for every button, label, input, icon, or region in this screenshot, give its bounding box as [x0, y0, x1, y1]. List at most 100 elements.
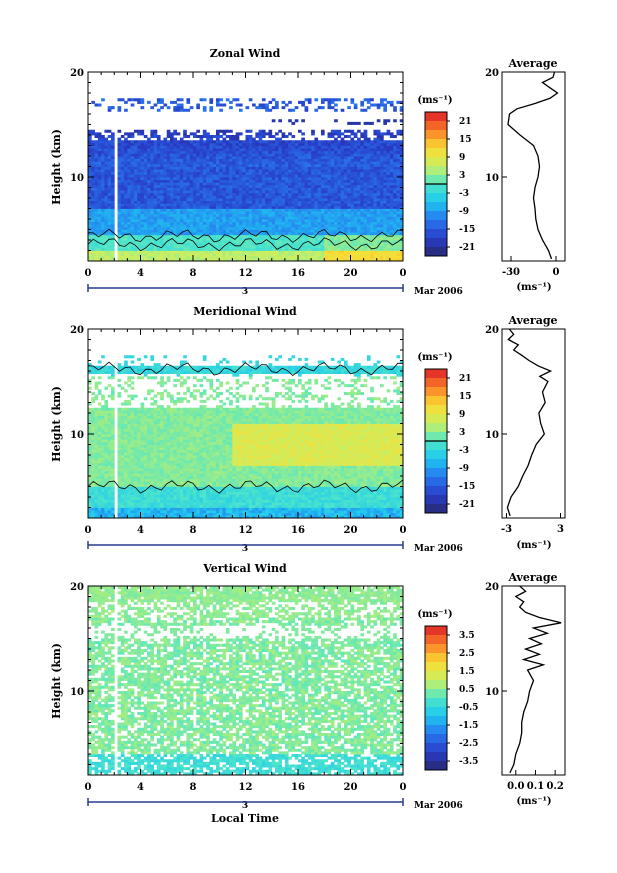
heatmap-cell: [235, 205, 240, 209]
heatmap-cell: [212, 177, 217, 181]
colorbar-segment: [425, 112, 447, 122]
heatmap-cell: [153, 242, 158, 246]
heatmap-cell: [314, 224, 319, 228]
heatmap-cell: [330, 158, 335, 162]
heatmap-cell: [225, 156, 230, 160]
heatmap-cell: [383, 208, 387, 212]
heatmap-cell: [242, 174, 246, 178]
heatmap-cell: [363, 177, 368, 181]
heatmap-cell: [380, 216, 384, 220]
heatmap-cell: [193, 145, 197, 149]
heatmap-cell: [110, 106, 115, 110]
heatmap-cell: [117, 192, 122, 196]
heatmap-cell: [120, 163, 125, 167]
heatmap-cell: [330, 177, 335, 181]
heatmap-cell: [206, 190, 210, 194]
heatmap-cell: [209, 221, 214, 225]
heatmap-cell: [176, 232, 181, 236]
heatmap-cell: [206, 229, 210, 233]
heatmap-cell: [340, 145, 345, 149]
heatmap-cell: [393, 158, 397, 162]
heatmap-cell: [153, 171, 158, 175]
heatmap-cell: [284, 150, 289, 154]
heatmap-cell: [363, 240, 368, 244]
heatmap-cell: [101, 200, 105, 204]
heatmap-cell: [347, 161, 351, 165]
heatmap-cell: [147, 195, 151, 199]
heatmap-cell: [380, 198, 384, 202]
heatmap-cell: [271, 161, 276, 165]
heatmap-cell: [219, 240, 223, 244]
heatmap-cell: [97, 229, 102, 233]
heatmap-cell: [357, 156, 361, 160]
heatmap-cell: [340, 211, 345, 215]
heatmap-cell: [225, 171, 230, 175]
heatmap-cell: [222, 211, 227, 215]
heatmap-cell: [127, 242, 132, 246]
heatmap-cell: [248, 219, 253, 223]
heatmap-cell: [327, 148, 332, 152]
heatmap-cell: [196, 245, 200, 249]
heatmap-cell: [314, 232, 319, 236]
heatmap-cell: [327, 166, 332, 170]
heatmap-cell: [284, 142, 289, 146]
heatmap-cell: [314, 226, 319, 230]
heatmap-cell: [284, 226, 289, 230]
heatmap-cell: [143, 250, 148, 254]
heatmap-cell: [320, 224, 325, 228]
heatmap-cell: [222, 179, 227, 183]
heatmap-cell: [363, 219, 368, 223]
heatmap-cell: [294, 182, 299, 186]
heatmap-cell: [91, 457, 95, 461]
heatmap-cell: [330, 156, 335, 160]
meridional-day-label: 3: [242, 544, 248, 554]
heatmap-cell: [317, 258, 322, 262]
heatmap-cell: [170, 182, 174, 186]
heatmap-cell: [396, 247, 401, 251]
heatmap-cell: [265, 198, 269, 202]
heatmap-cell: [324, 232, 328, 236]
heatmap-cell: [107, 253, 112, 257]
heatmap-cell: [337, 156, 342, 160]
heatmap-cell: [380, 158, 384, 162]
heatmap-cell: [124, 203, 128, 207]
heatmap-cell: [117, 205, 122, 209]
heatmap-cell: [304, 148, 309, 152]
heatmap-cell: [147, 226, 151, 230]
heatmap-cell: [88, 441, 92, 445]
heatmap-cell: [281, 106, 286, 110]
heatmap-cell: [261, 192, 266, 196]
heatmap-cell: [271, 247, 276, 251]
heatmap-cell: [255, 163, 260, 167]
heatmap-cell: [212, 184, 217, 188]
heatmap-cell: [258, 135, 263, 139]
heatmap-cell: [307, 219, 312, 223]
heatmap-cell: [189, 182, 194, 186]
heatmap-cell: [275, 158, 279, 162]
heatmap-cell: [91, 184, 95, 188]
heatmap-cell: [330, 132, 335, 136]
heatmap-cell: [179, 108, 184, 112]
heatmap-cell: [225, 198, 230, 202]
heatmap-cell: [383, 169, 387, 173]
heatmap-cell: [294, 148, 299, 152]
heatmap-cell: [317, 166, 322, 170]
heatmap-cell: [255, 205, 260, 209]
heatmap-cell: [163, 182, 168, 186]
heatmap-cell: [252, 190, 256, 194]
heatmap-cell: [291, 169, 296, 173]
heatmap-cell: [268, 226, 273, 230]
heatmap-cell: [199, 198, 204, 202]
heatmap-cell: [248, 140, 253, 144]
heatmap-cell: [291, 245, 296, 249]
heatmap-cell: [340, 250, 345, 254]
heatmap-cell: [186, 98, 191, 102]
heatmap-cell: [281, 158, 286, 162]
heatmap-cell: [183, 182, 187, 186]
heatmap-cell: [242, 158, 246, 162]
heatmap-cell: [104, 208, 109, 212]
heatmap-cell: [261, 211, 266, 215]
heatmap-cell: [186, 224, 191, 228]
heatmap-cell: [209, 200, 214, 204]
heatmap-cell: [301, 195, 305, 199]
